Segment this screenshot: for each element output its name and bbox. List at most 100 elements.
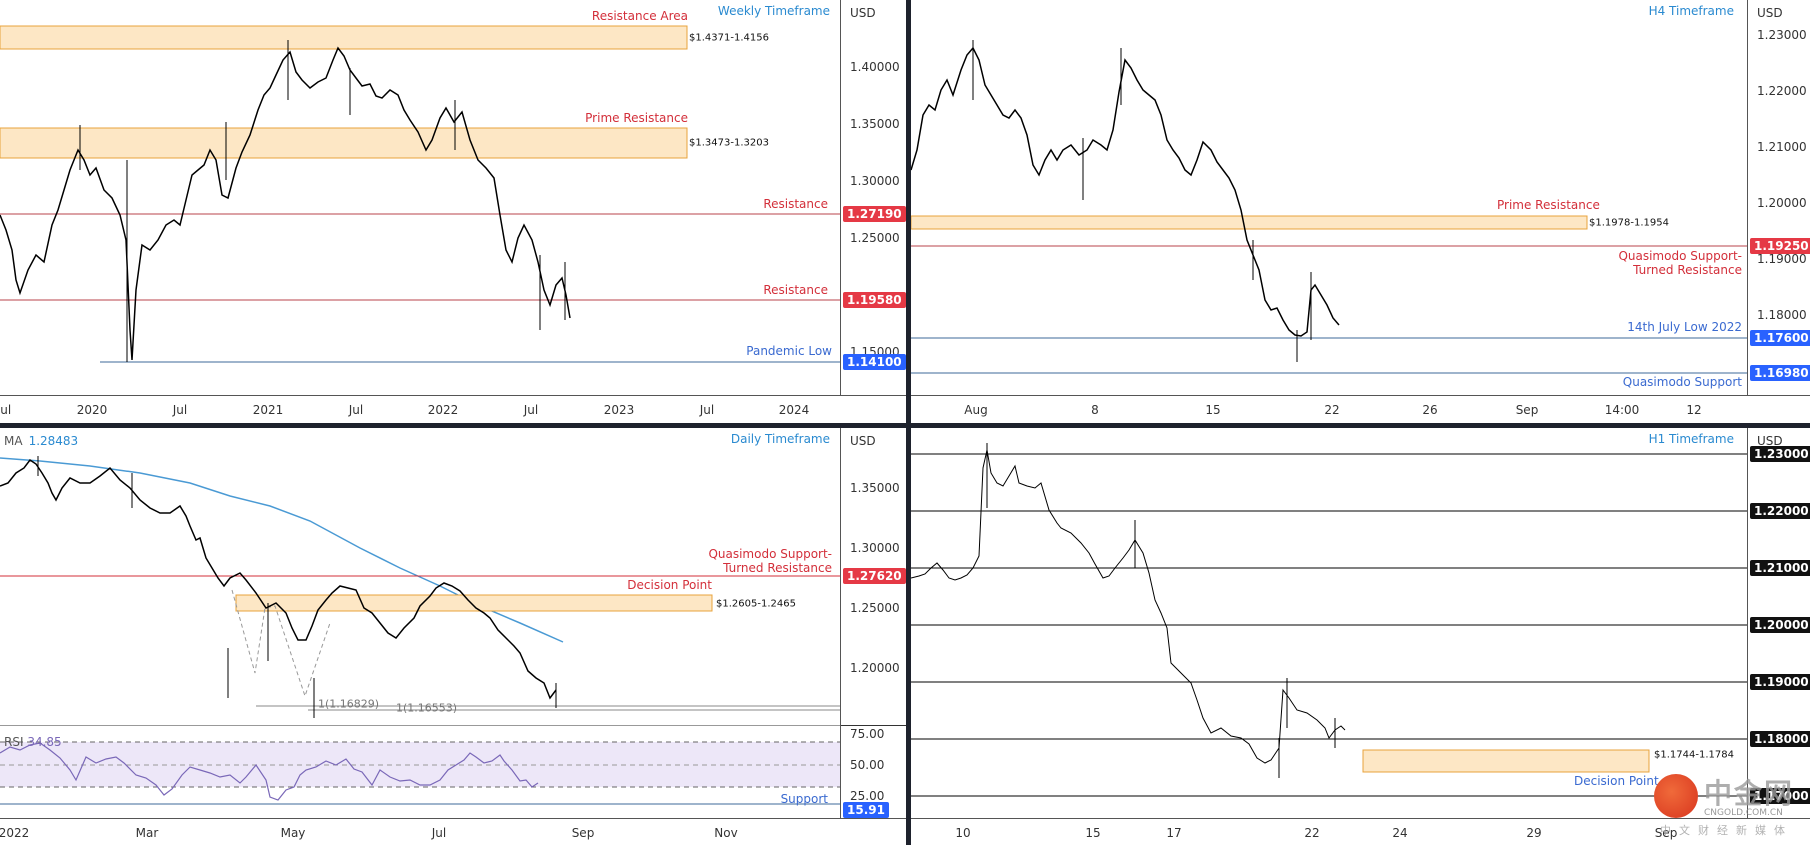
daily-rsi-label: RSI — [4, 735, 24, 749]
h4-x-tick: 15 — [1205, 403, 1221, 417]
h4-x-tick: 8 — [1091, 403, 1099, 417]
h1-time-axis[interactable]: 10 15 17 22 24 29 Sep — [911, 818, 1810, 845]
h4-time-axis[interactable]: Aug 8 15 22 26 Sep 14:00 12 — [911, 395, 1810, 423]
weekly-price-axis[interactable]: USD 1.40000 1.35000 1.30000 1.25000 1.15… — [840, 0, 906, 395]
daily-y-tick: 1.35000 — [850, 481, 900, 495]
h1-x-tick: 10 — [955, 826, 971, 840]
daily-ma-value: 1.28483 — [28, 434, 79, 448]
weekly-zone-label-resistance-area: Resistance Area — [591, 9, 688, 23]
h1-zone-label-decision-point: Decision Point — [1574, 774, 1659, 788]
h4-zone-range-prime-resistance: $1.1978-1.1954 — [1589, 217, 1669, 229]
weekly-zone-range-resistance-area: $1.4371-1.4156 — [689, 32, 769, 44]
h4-x-tick: Aug — [964, 403, 988, 417]
h4-price-axis[interactable]: USD 1.23000 1.22000 1.21000 1.20000 1.19… — [1747, 0, 1810, 395]
daily-time-axis[interactable]: 2022 Mar May Jul Sep Nov — [0, 818, 906, 845]
h1-y-tick: 1.18000 — [1750, 731, 1810, 747]
daily-level-label-qm-turned-resistance: Quasimodo Support- Turned Resistance — [708, 547, 832, 575]
daily-x-tick: Nov — [714, 826, 738, 840]
daily-zone-range-decision-point: $1.2605-1.2465 — [716, 598, 796, 610]
h4-y-tick: 1.20000 — [1757, 196, 1807, 210]
daily-price-axis[interactable]: USD 1.35000 1.30000 1.25000 1.20000 1.27… — [840, 428, 906, 818]
h1-y-tick: 1.19000 — [1750, 674, 1810, 690]
cngold-logo-icon — [1654, 774, 1698, 818]
h4-timeframe-label: H4 Timeframe — [1648, 4, 1734, 18]
daily-candles — [0, 456, 840, 718]
h4-y-tick: 1.18000 — [1757, 308, 1807, 322]
h4-level-label-qm-line1: Quasimodo Support- — [1618, 249, 1742, 263]
h4-y-tick: 1.22000 — [1757, 84, 1807, 98]
h4-y-tick: 1.19000 — [1757, 252, 1807, 266]
daily-fib-label-2: 1(1.16553) — [396, 701, 458, 715]
h4-currency-label: USD — [1757, 6, 1783, 20]
daily-ma-label: MA — [4, 434, 23, 448]
daily-currency-label: USD — [850, 434, 876, 448]
weekly-y-tick: 1.30000 — [850, 174, 900, 188]
h1-chart-pane[interactable]: $1.1744-1.1784 Decision Point H1 Timefra… — [911, 428, 1810, 845]
daily-rsi-legend: RSI 34.85 — [4, 735, 62, 749]
weekly-price-tag-pandemic-low: 1.14100 — [843, 354, 906, 370]
daily-ma-legend: MA 1.28483 — [4, 434, 78, 448]
weekly-x-tick: 2020 — [76, 403, 108, 417]
daily-chart-pane[interactable]: MA 1.28483 Quasimodo Support- Turned Resi… — [0, 428, 906, 845]
daily-x-tick: Jul — [431, 826, 447, 840]
h1-candles — [911, 443, 1747, 797]
h1-y-tick: 1.20000 — [1750, 617, 1810, 633]
watermark-tagline: 中文财经新媒体 — [1660, 824, 1793, 837]
weekly-x-tick: Jul — [348, 403, 364, 417]
h1-y-tick: 1.21000 — [1750, 560, 1810, 576]
h1-price-axis[interactable]: USD 1.23000 1.22000 1.21000 1.20000 1.19… — [1747, 428, 1810, 818]
daily-rsi-support-label: Support — [780, 792, 828, 806]
weekly-y-tick: 1.35000 — [850, 117, 900, 131]
h4-price-tag-qm-turned-resistance: 1.19250 — [1750, 238, 1810, 254]
h1-x-tick: Sep — [1654, 826, 1678, 840]
h1-x-tick: 29 — [1526, 826, 1542, 840]
watermark-brand: 中金网 — [1704, 777, 1795, 810]
weekly-chart-pane[interactable]: Resistance Area $1.4371-1.4156 Prime Res… — [0, 0, 906, 423]
weekly-time-axis[interactable]: Jul 2020 Jul 2021 Jul 2022 Jul 2023 Jul … — [0, 395, 906, 423]
weekly-price-tag-resistance-1: 1.27190 — [843, 206, 906, 222]
daily-rsi-axis-divider — [841, 725, 906, 726]
weekly-level-label-resistance-2: Resistance — [763, 283, 828, 297]
h4-price-tag-quasimodo-support: 1.16980 — [1750, 365, 1810, 381]
h4-x-tick: Sep — [1515, 403, 1539, 417]
weekly-price-tag-resistance-2: 1.19580 — [843, 292, 906, 308]
daily-rsi-value: 34.85 — [27, 735, 62, 749]
daily-y-tick: 1.30000 — [850, 541, 900, 555]
h4-x-tick: 22 — [1324, 403, 1340, 417]
daily-x-tick: 2022 — [0, 826, 30, 840]
h1-x-tick: 15 — [1085, 826, 1101, 840]
h4-level-label-qm-line2: Turned Resistance — [1633, 263, 1742, 277]
h4-price-tag-14th-july-low: 1.17600 — [1750, 330, 1810, 346]
h4-y-tick: 1.21000 — [1757, 140, 1807, 154]
daily-y-tick: 1.20000 — [850, 661, 900, 675]
daily-rsi-y-tick: 75.00 — [850, 727, 885, 741]
h4-zone-label-prime-resistance: Prime Resistance — [1497, 198, 1600, 212]
daily-timeframe-label: Daily Timeframe — [730, 432, 830, 446]
daily-price-tag-qm-turned-resistance: 1.27620 — [843, 568, 906, 584]
h4-chart-pane[interactable]: Prime Resistance $1.1978-1.1954 Quasimod… — [911, 0, 1810, 423]
weekly-zone-range-prime-resistance: $1.3473-1.3203 — [689, 137, 769, 149]
h4-y-tick: 1.23000 — [1757, 28, 1807, 42]
h1-y-tick: 1.17000 — [1750, 788, 1810, 804]
h1-x-tick: 17 — [1166, 826, 1182, 840]
weekly-timeframe-label: Weekly Timeframe — [717, 4, 830, 18]
daily-fib-label-1: 1(1.16829) — [318, 697, 380, 711]
weekly-x-tick: Jul — [172, 403, 188, 417]
daily-x-tick: Mar — [135, 826, 159, 840]
weekly-x-tick: Jul — [0, 403, 12, 417]
h4-level-label-quasimodo-support: Quasimodo Support — [1622, 375, 1742, 389]
daily-x-tick: May — [280, 826, 306, 840]
weekly-x-tick: 2024 — [778, 403, 810, 417]
watermark-domain: CNGOLD.COM.CN — [1704, 808, 1783, 818]
weekly-y-tick: 1.40000 — [850, 60, 900, 74]
weekly-x-tick: 2023 — [603, 403, 635, 417]
weekly-zone-label-prime-resistance: Prime Resistance — [585, 111, 688, 125]
h1-x-tick: 24 — [1392, 826, 1408, 840]
weekly-x-tick: 2022 — [427, 403, 459, 417]
h4-x-tick: 26 — [1422, 403, 1438, 417]
h4-candles — [911, 40, 1747, 374]
h1-currency-label: USD — [1757, 434, 1783, 448]
daily-zone-label-decision-point: Decision Point — [627, 578, 712, 592]
weekly-x-tick: Jul — [523, 403, 539, 417]
weekly-x-tick: 2021 — [252, 403, 284, 417]
